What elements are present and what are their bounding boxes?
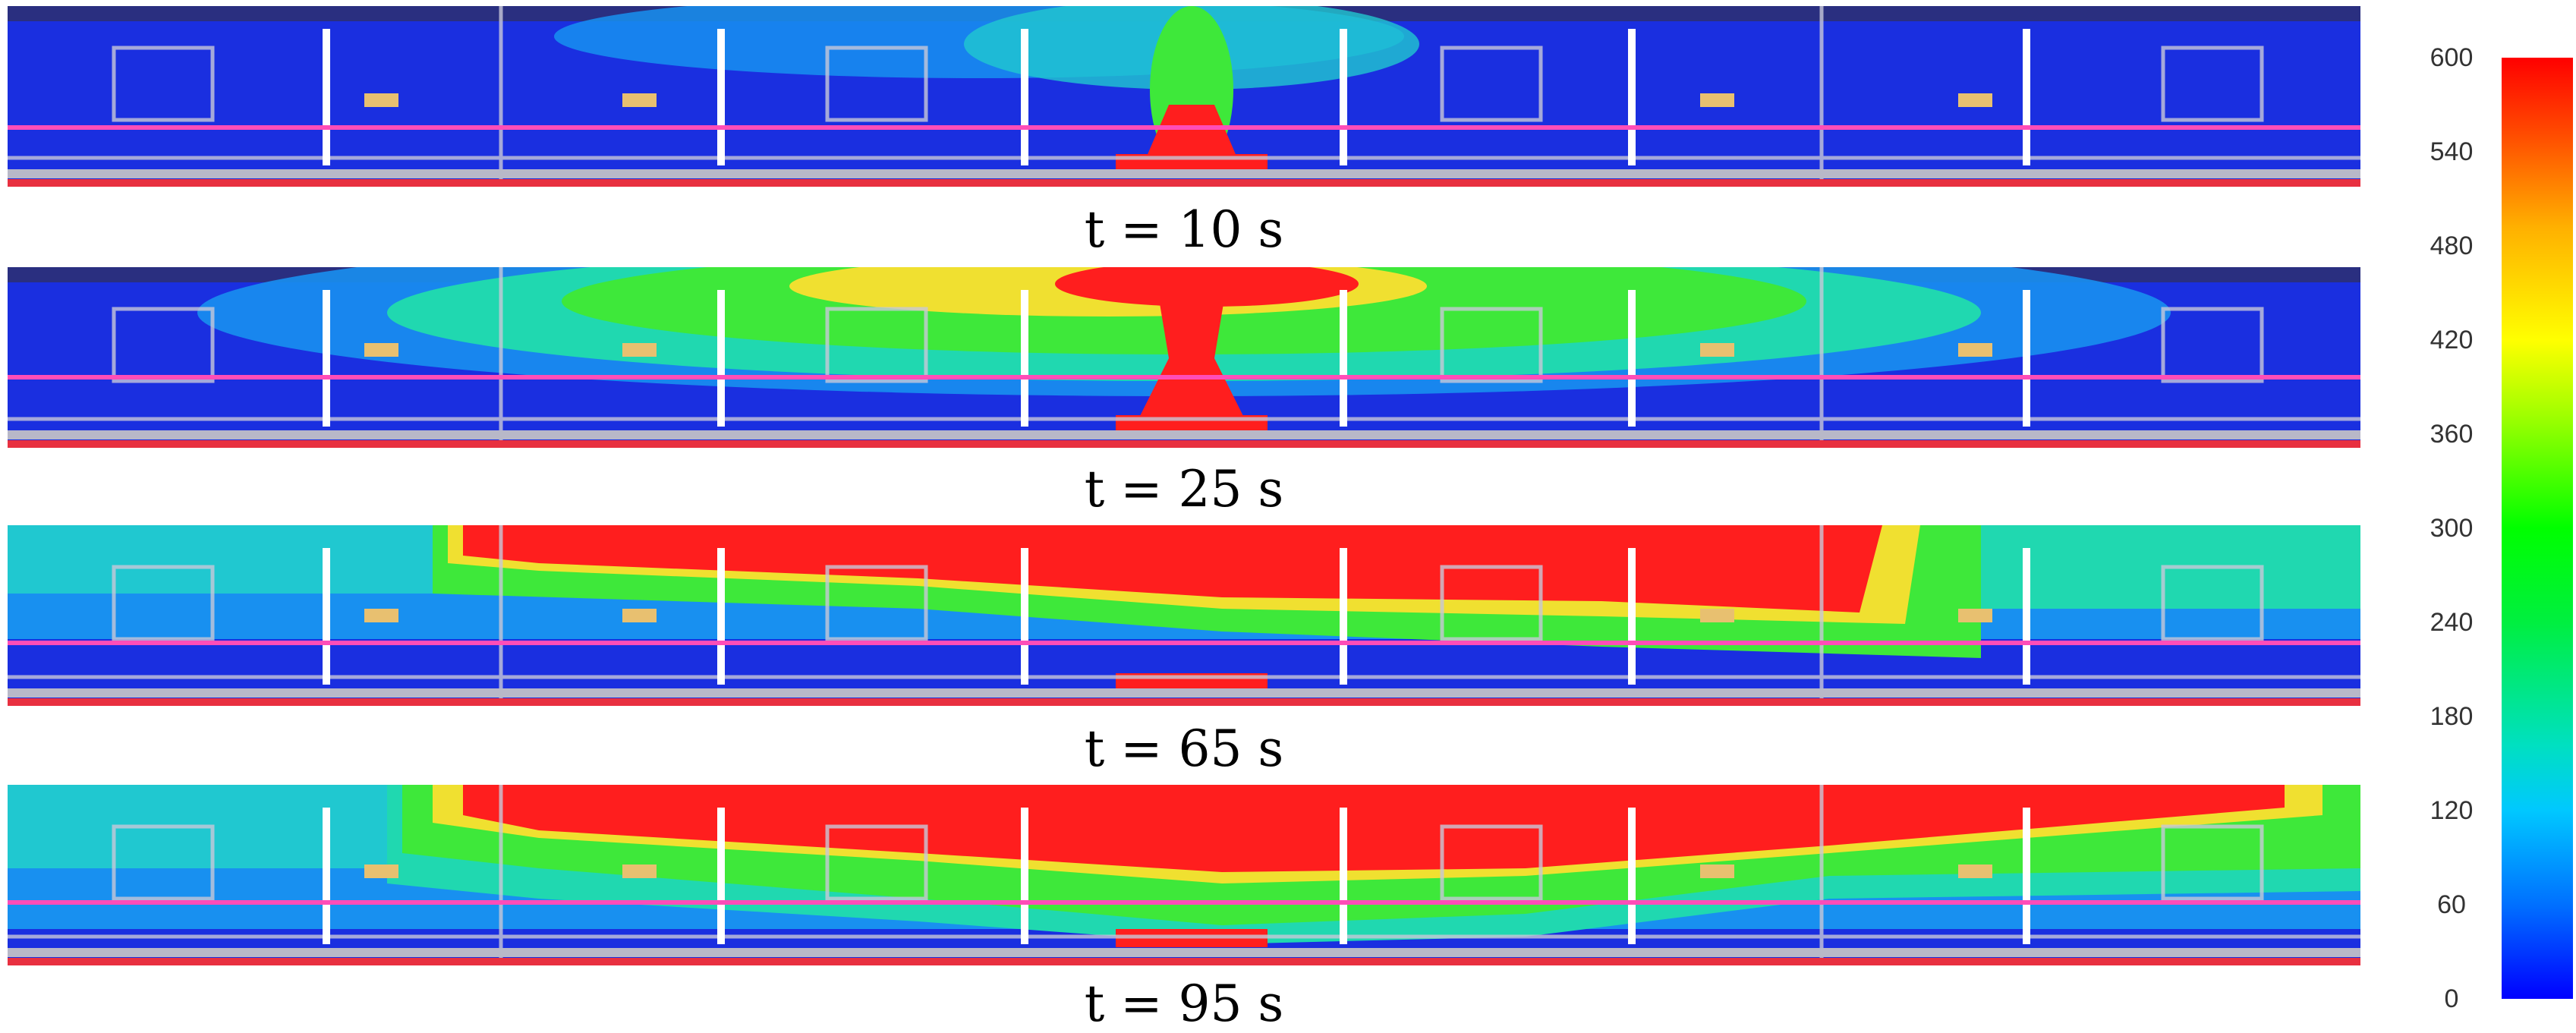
colorbar-tick: 360 — [2430, 420, 2474, 449]
temperature-colorbar — [2502, 58, 2573, 999]
colorbar-tick: 0 — [2444, 984, 2459, 1013]
colorbar-tick: 480 — [2430, 231, 2474, 260]
temperature-panel-t95 — [8, 785, 2360, 965]
colorbar-tick: 240 — [2430, 608, 2474, 637]
colorbar-tick: 180 — [2430, 702, 2474, 731]
colorbar-tick: 60 — [2437, 890, 2466, 919]
colorbar-tick: 600 — [2430, 43, 2474, 72]
frame-label-t10: t = 10 s — [1084, 200, 1284, 259]
car-structure — [8, 6, 2360, 187]
frame-label-t25: t = 25 s — [1084, 460, 1284, 518]
colorbar-tick: 540 — [2430, 137, 2474, 166]
temperature-panel-t10 — [8, 6, 2360, 187]
colorbar-tick: 300 — [2430, 514, 2474, 543]
frame-label-t95: t = 95 s — [1084, 975, 1284, 1033]
colorbar-tick: 420 — [2430, 326, 2474, 354]
temperature-panel-t65 — [8, 525, 2360, 706]
colorbar-tick: 120 — [2430, 796, 2474, 825]
frame-label-t65: t = 65 s — [1084, 720, 1284, 778]
temperature-panel-t25 — [8, 267, 2360, 448]
